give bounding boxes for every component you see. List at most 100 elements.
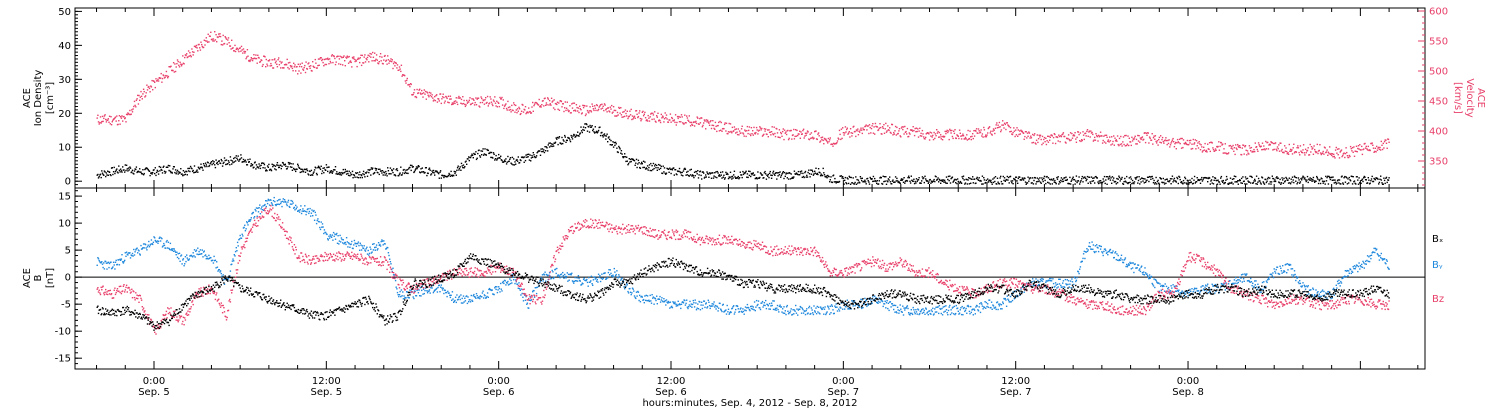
density-point <box>903 177 905 179</box>
density-point <box>1213 179 1215 181</box>
density-point <box>464 166 466 168</box>
velocity-point <box>472 98 474 100</box>
density-point <box>698 174 700 176</box>
density-point <box>364 176 366 178</box>
by-point <box>435 288 437 290</box>
density-point <box>695 171 698 173</box>
velocity-point <box>532 101 534 104</box>
velocity-point <box>308 65 311 68</box>
density-point <box>1337 179 1339 181</box>
velocity-point <box>191 51 194 53</box>
density-point <box>104 171 106 173</box>
velocity-point <box>1290 150 1292 152</box>
density-point <box>554 141 557 143</box>
density-point <box>462 166 464 169</box>
density-point <box>270 169 273 172</box>
velocity-point <box>1295 151 1298 153</box>
velocity-point <box>849 128 852 130</box>
density-point <box>1144 181 1147 183</box>
density-point <box>799 170 801 173</box>
density-point <box>808 169 810 171</box>
velocity-point <box>292 70 294 72</box>
velocity-point <box>536 103 538 105</box>
density-point <box>1211 182 1213 184</box>
velocity-point <box>167 77 169 79</box>
velocity-point <box>1178 141 1180 144</box>
density-point <box>290 163 292 165</box>
by-point <box>395 286 397 288</box>
density-point <box>382 174 384 176</box>
by-point <box>170 249 172 251</box>
density-point <box>665 172 668 174</box>
velocity-point <box>1264 149 1266 151</box>
density-point <box>396 169 399 172</box>
density-point <box>1297 177 1300 179</box>
velocity-point <box>873 126 875 128</box>
velocity-point <box>827 137 830 140</box>
density-point <box>516 160 519 162</box>
density-point <box>524 156 526 158</box>
velocity-point <box>610 108 612 110</box>
density-point <box>1019 176 1021 178</box>
velocity-point <box>189 54 192 57</box>
velocity-point <box>320 57 322 59</box>
velocity-point <box>1034 142 1036 144</box>
velocity-point <box>843 134 845 136</box>
velocity-point <box>323 65 325 67</box>
velocity-point <box>1237 143 1239 146</box>
density-point <box>1173 177 1176 180</box>
density-point <box>1323 180 1326 183</box>
density-point <box>720 174 722 176</box>
density-point <box>627 162 630 165</box>
density-point <box>1028 178 1031 180</box>
density-point <box>504 160 506 163</box>
density-point <box>354 176 356 178</box>
density-point <box>1158 182 1160 184</box>
density-point <box>1095 175 1097 178</box>
by-point <box>129 257 132 259</box>
by-point <box>449 296 452 299</box>
density-point <box>261 162 264 164</box>
density-point <box>1255 183 1257 185</box>
by-point <box>496 286 498 288</box>
velocity-point <box>990 133 993 135</box>
velocity-point <box>372 56 375 58</box>
density-point <box>148 170 151 172</box>
velocity-point <box>1344 156 1346 159</box>
by-point <box>347 246 349 248</box>
velocity-point <box>470 103 472 105</box>
velocity-point <box>1380 140 1382 143</box>
velocity-tick-label: 400 <box>1429 127 1448 138</box>
density-point <box>702 171 704 173</box>
density-point <box>945 182 947 184</box>
velocity-point <box>798 133 800 135</box>
velocity-point <box>1359 149 1362 151</box>
density-point <box>1169 178 1172 180</box>
density-point <box>1278 181 1280 183</box>
velocity-point <box>396 67 398 69</box>
velocity-point <box>868 132 870 135</box>
velocity-point <box>674 121 676 124</box>
velocity-point <box>1357 145 1360 147</box>
density-point <box>368 171 370 174</box>
by-point <box>340 241 342 243</box>
velocity-point <box>622 116 625 118</box>
density-point <box>122 166 124 168</box>
velocity-point <box>1111 136 1113 138</box>
density-point <box>791 177 793 179</box>
velocity-point <box>1076 136 1078 139</box>
velocity-point <box>483 103 486 105</box>
velocity-point <box>844 132 846 134</box>
velocity-point <box>135 106 137 108</box>
velocity-point <box>1122 136 1125 138</box>
velocity-point <box>1104 134 1106 136</box>
density-point <box>1022 179 1025 181</box>
velocity-point <box>410 83 412 86</box>
density-point <box>577 131 579 133</box>
density-point <box>426 174 428 177</box>
density-point <box>1103 175 1106 178</box>
velocity-point <box>438 100 440 102</box>
velocity-point <box>118 120 120 122</box>
velocity-point <box>388 62 390 64</box>
density-point <box>1025 183 1027 185</box>
